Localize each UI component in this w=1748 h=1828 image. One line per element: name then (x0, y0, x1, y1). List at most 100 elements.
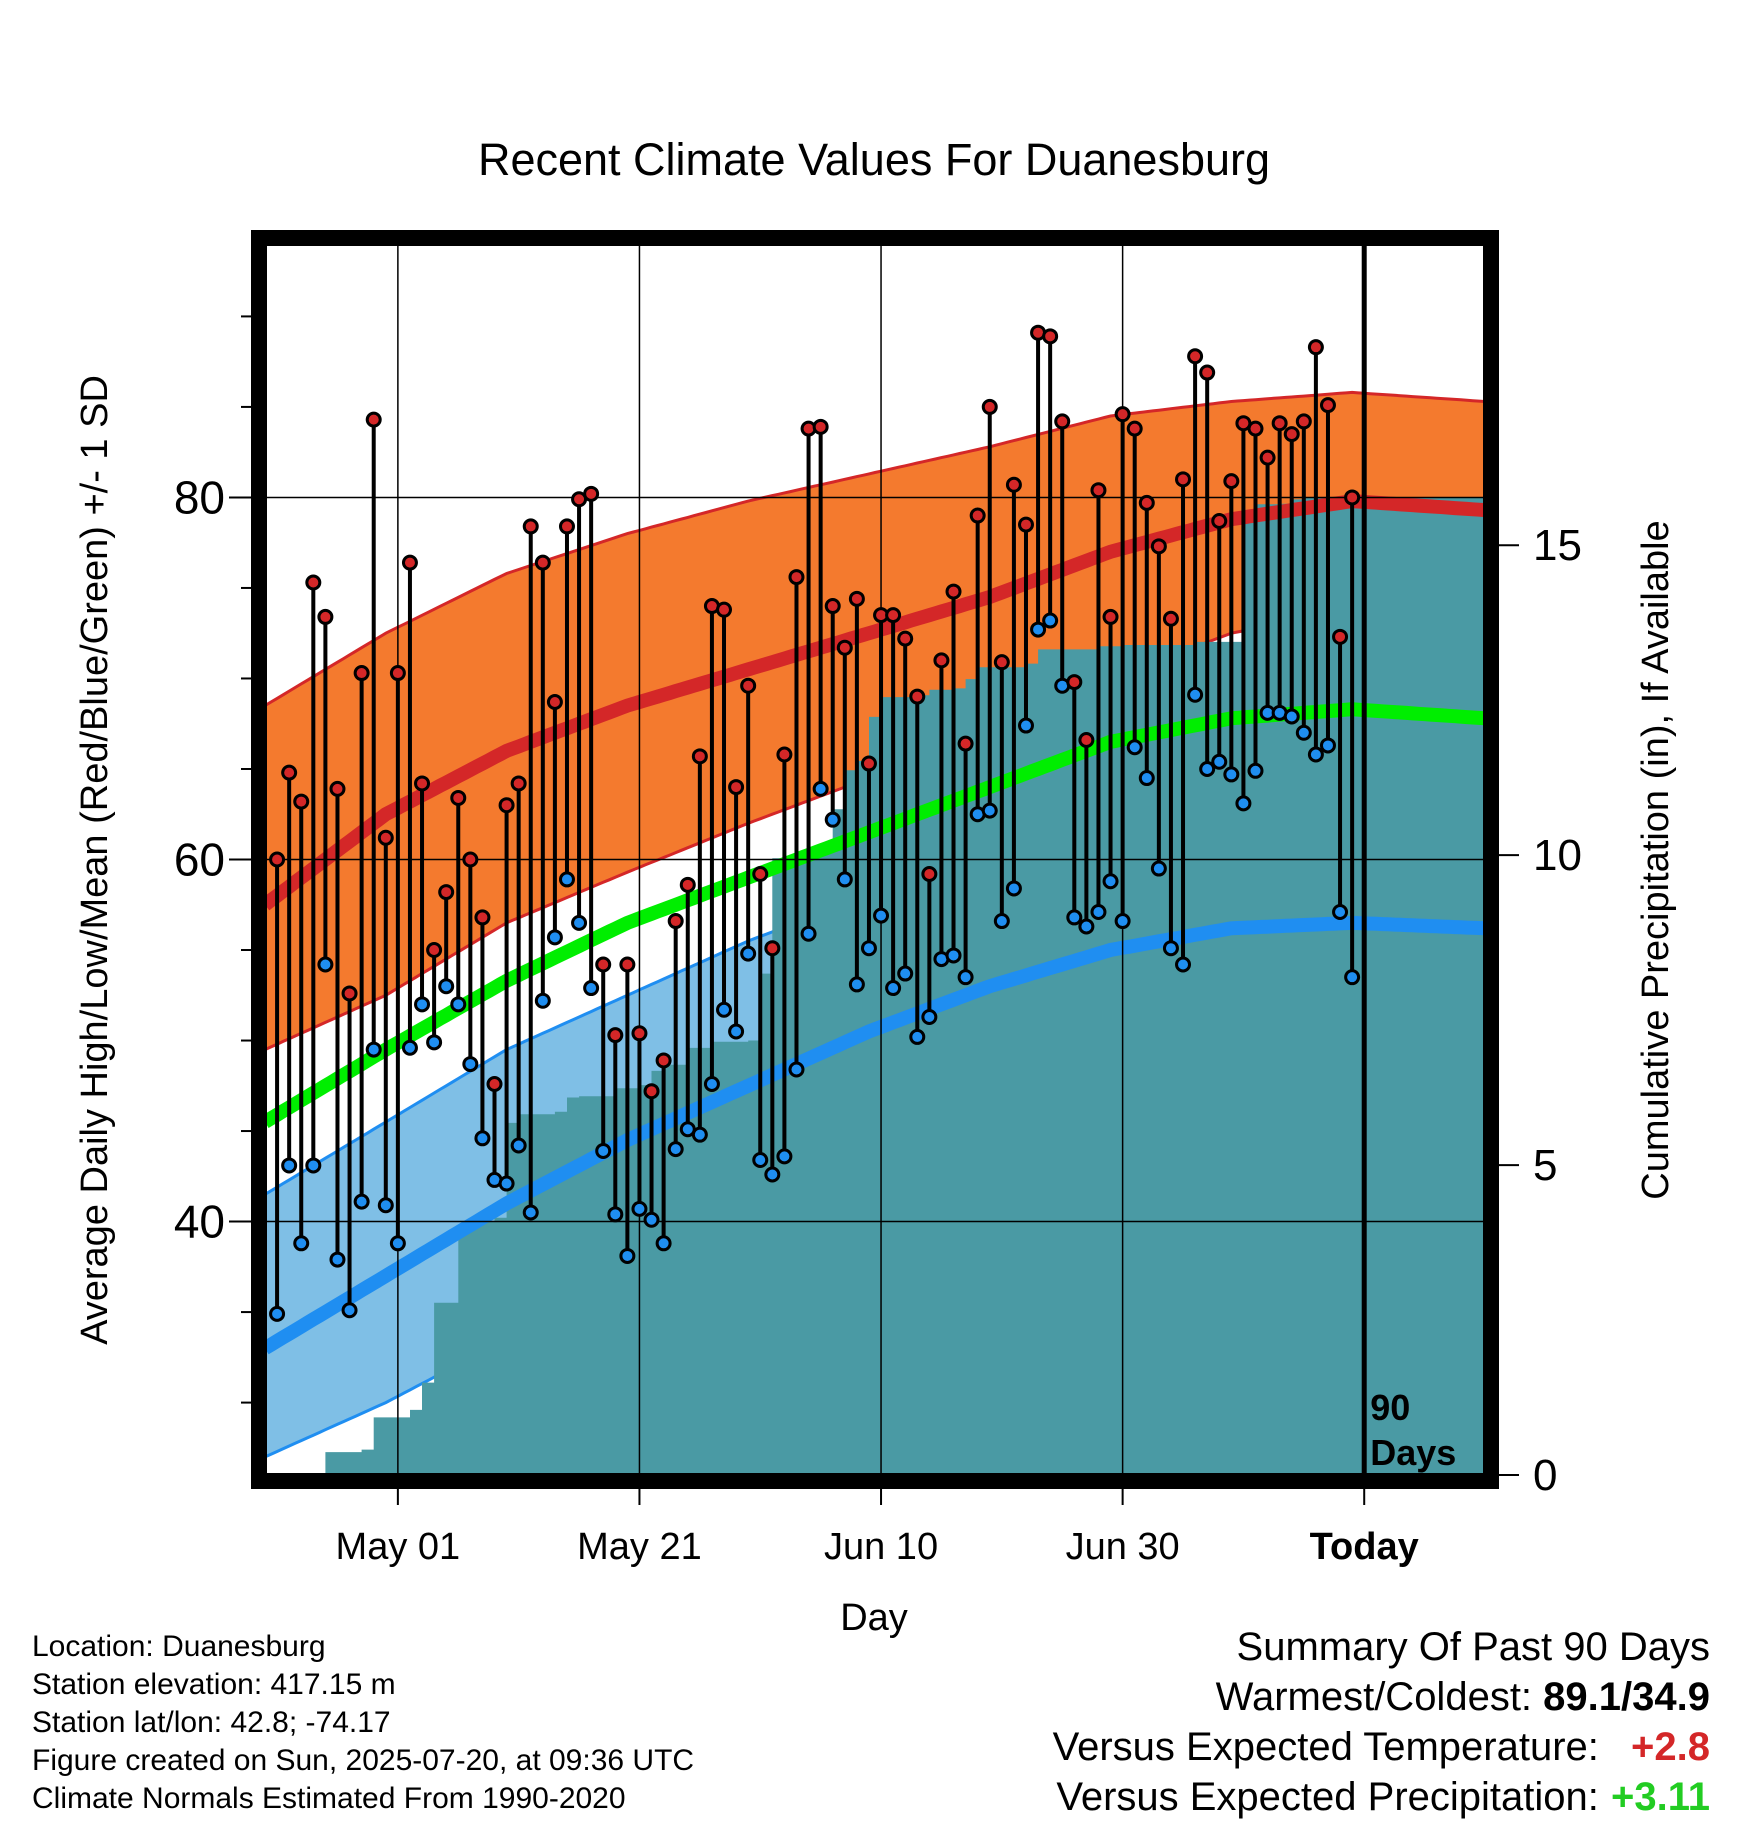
daily-low-point (1175, 956, 1192, 973)
daily-low-point (740, 945, 757, 962)
daily-low-point (1235, 795, 1252, 812)
daily-low-point (655, 1235, 672, 1252)
daily-high-point (607, 1027, 624, 1044)
warm-cold-row: Warmest/Coldest: 89.1/34.9 (1053, 1672, 1710, 1722)
daily-low-point (1138, 770, 1155, 787)
daily-high-point (981, 398, 998, 415)
daily-low-point (752, 1152, 769, 1169)
station-info: Location: Duanesburg Station elevation: … (32, 1628, 694, 1818)
period-label: 90 (1370, 1387, 1410, 1428)
precip-row: Versus Expected Precipitation: +3.11 (1053, 1772, 1710, 1822)
daily-high-point (438, 884, 455, 901)
daily-low-point (1187, 686, 1204, 703)
daily-high-point (474, 909, 491, 926)
y-axis-label: Average Daily High/Low/Mean (Red/Blue/Gr… (74, 375, 116, 1345)
daily-high-point (788, 569, 805, 586)
daily-high-point (993, 654, 1010, 671)
daily-high-point (1187, 348, 1204, 365)
daily-low-point (607, 1206, 624, 1223)
daily-low-point (860, 940, 877, 957)
daily-high-point (450, 789, 467, 806)
daily-high-point (510, 775, 527, 792)
daily-low-point (534, 992, 551, 1009)
daily-low-point (945, 947, 962, 964)
daily-low-point (776, 1148, 793, 1165)
daily-low-point (1211, 753, 1228, 770)
daily-low-point (353, 1193, 370, 1210)
daily-high-point (812, 418, 829, 435)
daily-low-point (1066, 909, 1083, 926)
daily-high-point (1054, 413, 1071, 430)
daily-low-point (885, 980, 902, 997)
daily-low-point (1150, 860, 1167, 877)
daily-high-point (522, 518, 539, 535)
daily-high-point (1126, 420, 1143, 437)
daily-low-point (619, 1247, 636, 1264)
daily-low-point (643, 1211, 660, 1228)
daily-high-point (933, 652, 950, 669)
daily-high-point (329, 780, 346, 797)
daily-low-point (667, 1141, 684, 1158)
daily-high-point (1175, 471, 1192, 488)
daily-high-point (1223, 473, 1240, 490)
y-tick-label: 60 (174, 834, 225, 886)
daily-high-point (1102, 608, 1119, 625)
daily-low-point (583, 980, 600, 997)
x-tick-label: Jun 10 (824, 1526, 938, 1568)
daily-high-point (1066, 674, 1083, 691)
daily-low-point (1005, 880, 1022, 897)
warm-cold-label: Warmest/Coldest: (1215, 1675, 1533, 1719)
daily-high-point (655, 1052, 672, 1069)
daily-low-point (631, 1200, 648, 1217)
daily-low-point (558, 871, 575, 888)
daily-low-point (450, 996, 467, 1013)
daily-high-point (1138, 494, 1155, 511)
daily-high-point (1042, 328, 1059, 345)
daily-high-point (619, 956, 636, 973)
daily-low-point (1090, 903, 1107, 920)
daily-high-point (1332, 628, 1349, 645)
daily-high-point (752, 865, 769, 882)
daily-low-point (1319, 737, 1336, 754)
normals-text: Climate Normals Estimated From 1990-2020 (32, 1782, 626, 1815)
y2-tick-label: 0 (1533, 1451, 1557, 1500)
daily-low-point (377, 1197, 394, 1214)
daily-low-point (812, 780, 829, 797)
precip-label: Versus Expected Precipitation: (1056, 1775, 1599, 1819)
daily-low-point (824, 811, 841, 828)
warm-cold-value: 89.1/34.9 (1543, 1675, 1710, 1719)
normal-low-line (265, 915, 1485, 1355)
daily-high-point (498, 797, 515, 814)
daily-high-point (848, 590, 865, 607)
daily-high-point (764, 940, 781, 957)
daily-low-point (329, 1251, 346, 1268)
x-tick-label: Jun 30 (1066, 1526, 1180, 1568)
y2-tick-label: 10 (1533, 831, 1582, 880)
daily-high-point (679, 876, 696, 893)
daily-low-point (341, 1302, 358, 1319)
daily-high-point (643, 1083, 660, 1100)
daily-high-point (1271, 415, 1288, 432)
daily-low-point (522, 1204, 539, 1221)
x-tick-label: May 01 (336, 1526, 461, 1568)
daily-high-point (740, 677, 757, 694)
elevation-text: Station elevation: 417.15 m (32, 1668, 396, 1701)
daily-low-point (546, 929, 563, 946)
daily-low-point (571, 914, 588, 931)
latlon-text: Station lat/lon: 42.8; -74.17 (32, 1706, 391, 1739)
daily-low-point (873, 907, 890, 924)
daily-low-point (800, 925, 817, 942)
daily-high-point (1150, 538, 1167, 555)
daily-high-point (1259, 449, 1276, 466)
daily-low-point (438, 978, 455, 995)
daily-high-point (365, 411, 382, 428)
daily-high-point (1307, 339, 1324, 356)
daily-high-point (401, 554, 418, 571)
daily-low-point (462, 1056, 479, 1073)
daily-low-point (474, 1130, 491, 1147)
daily-high-point (1162, 610, 1179, 627)
period-label: Days (1370, 1432, 1456, 1473)
daily-low-point (1344, 969, 1361, 986)
